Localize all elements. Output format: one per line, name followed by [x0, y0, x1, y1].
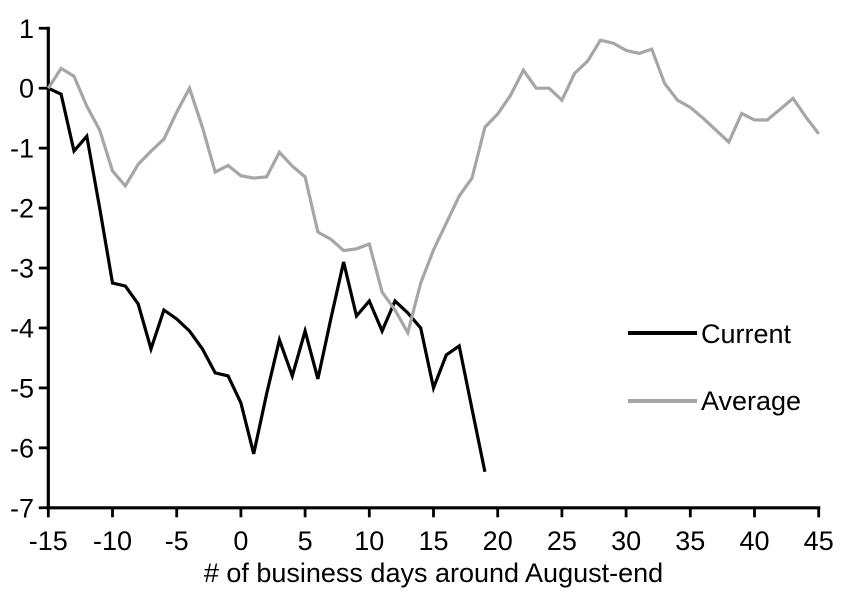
series-average-line: [46, 38, 820, 338]
legend-line-average: [628, 399, 697, 403]
y-tick-label: -4: [10, 313, 34, 343]
x-tick-label: 0: [233, 526, 248, 556]
y-tick-label: -6: [10, 433, 34, 463]
x-tick-label: 40: [739, 526, 769, 556]
legend-label-average: Average: [701, 386, 802, 416]
series-current-line: [47, 86, 487, 473]
x-tick-label: 15: [418, 526, 448, 556]
x-tick-label: 10: [354, 526, 384, 556]
x-tick-label: -15: [29, 526, 68, 556]
y-tick-label: 1: [19, 14, 34, 44]
x-tick-label: 30: [611, 526, 641, 556]
x-tick-label: 35: [675, 526, 705, 556]
y-tick-label: -1: [10, 134, 34, 164]
x-tick-label: -5: [165, 526, 189, 556]
x-tick-label: 45: [804, 526, 834, 556]
x-tick-label: 5: [298, 526, 313, 556]
y-tick-label: -2: [10, 194, 34, 224]
x-axis-title: # of business days around August-end: [203, 558, 664, 588]
legend-label-current: Current: [701, 319, 792, 349]
y-tick-label: -5: [10, 373, 34, 403]
y-tick-label: 0: [19, 74, 34, 104]
y-tick-label: -7: [10, 493, 34, 523]
x-tick-label: 25: [547, 526, 577, 556]
legend-line-current: [628, 331, 697, 335]
x-tick-label: -10: [93, 526, 132, 556]
x-tick-label: 20: [483, 526, 513, 556]
y-tick-label: -3: [10, 254, 34, 284]
